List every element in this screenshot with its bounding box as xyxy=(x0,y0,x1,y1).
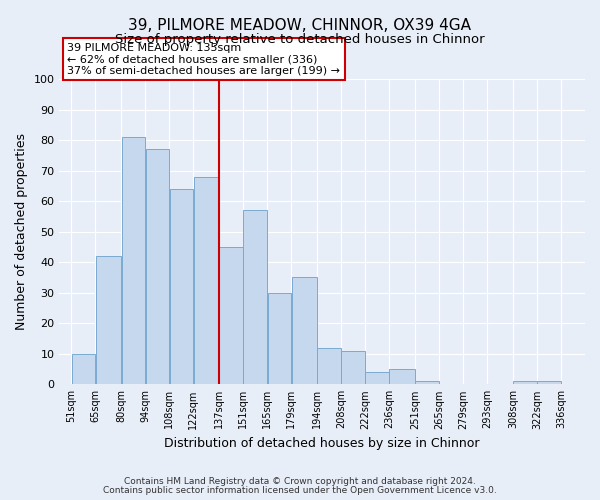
Bar xyxy=(389,369,415,384)
Bar xyxy=(341,350,365,384)
Bar xyxy=(365,372,389,384)
Bar xyxy=(146,149,169,384)
Text: Contains HM Land Registry data © Crown copyright and database right 2024.: Contains HM Land Registry data © Crown c… xyxy=(124,477,476,486)
Bar xyxy=(268,292,291,384)
Bar xyxy=(71,354,95,384)
Bar xyxy=(415,382,439,384)
Bar xyxy=(537,382,560,384)
Bar xyxy=(513,382,536,384)
Text: 39, PILMORE MEADOW, CHINNOR, OX39 4GA: 39, PILMORE MEADOW, CHINNOR, OX39 4GA xyxy=(128,18,472,32)
Bar xyxy=(220,247,243,384)
Bar xyxy=(292,278,317,384)
Bar xyxy=(122,137,145,384)
Y-axis label: Number of detached properties: Number of detached properties xyxy=(15,133,28,330)
Bar xyxy=(96,256,121,384)
Text: Size of property relative to detached houses in Chinnor: Size of property relative to detached ho… xyxy=(115,32,485,46)
Bar xyxy=(194,176,219,384)
X-axis label: Distribution of detached houses by size in Chinnor: Distribution of detached houses by size … xyxy=(164,437,480,450)
Bar xyxy=(244,210,267,384)
Bar xyxy=(170,189,193,384)
Bar xyxy=(317,348,341,385)
Text: Contains public sector information licensed under the Open Government Licence v3: Contains public sector information licen… xyxy=(103,486,497,495)
Text: 39 PILMORE MEADOW: 135sqm
← 62% of detached houses are smaller (336)
37% of semi: 39 PILMORE MEADOW: 135sqm ← 62% of detac… xyxy=(67,42,340,76)
